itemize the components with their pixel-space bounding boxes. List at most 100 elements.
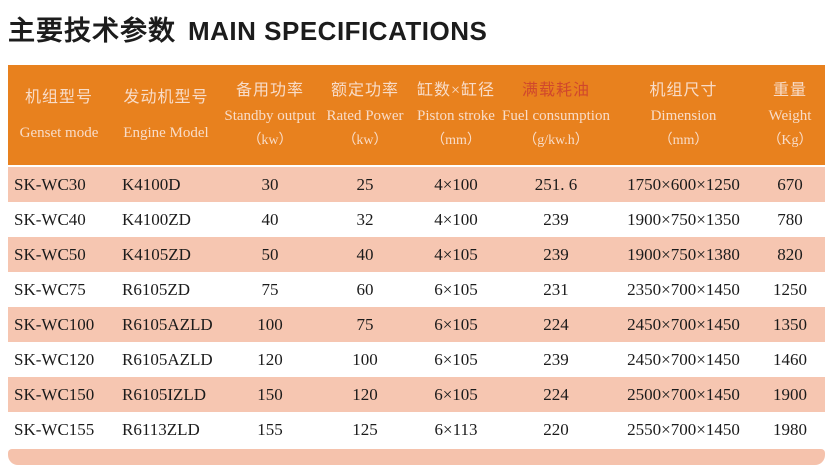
table-cell: R6105ZD: [122, 280, 190, 299]
table-cell: 120: [257, 350, 283, 369]
column-header-zh: 缸数×缸径: [416, 81, 496, 99]
column-header-en: Fuel consumption: [502, 107, 610, 124]
column-header-unit: （kw）: [342, 132, 388, 148]
column-header-unit: （mm）: [658, 132, 709, 148]
column-header-unit: （mm）: [431, 132, 481, 148]
table-cell: 60: [356, 280, 374, 299]
column-header-zh: 备用功率: [235, 81, 304, 99]
column-header-en: Genset mode: [19, 124, 99, 141]
table-cell: 220: [543, 420, 569, 439]
column-header-engine-model: 发动机型号 Engine Model: [110, 65, 222, 165]
column-header-piston-stroke: 缸数×缸径 Piston stroke （mm）: [412, 65, 500, 165]
table-cell: 1250: [773, 280, 807, 299]
table-cell: 6×105: [434, 280, 478, 299]
table-cell: K4100D: [122, 175, 181, 194]
table-cell: 780: [777, 210, 803, 229]
table-row: SK-WC30 K4100D 30 25 4×100 251. 6 1750×600×125…: [8, 167, 825, 202]
column-header-dimension: 机组尺寸 Dimension （mm）: [612, 65, 755, 165]
table-cell: 1350: [773, 315, 807, 334]
table-cell: 6×105: [434, 315, 478, 334]
table-cell: 32: [356, 210, 374, 229]
column-header-zh: 重量: [772, 81, 807, 99]
table-cell: R6113ZLD: [122, 420, 200, 439]
table-cell: 155: [257, 420, 283, 439]
column-header-en: Standby output: [224, 107, 316, 124]
table-cell: 40: [261, 210, 279, 229]
table-cell: R6105AZLD: [122, 315, 213, 334]
table-row: SK-WC155 R6113ZLD 155 125 6×113 220 2550×700×1…: [8, 412, 825, 447]
table-cell: 1900: [773, 385, 807, 404]
column-header-zh: 额定功率: [330, 81, 399, 99]
table-cell: 231: [543, 280, 569, 299]
column-header-weight: 重量 Weight （Kg）: [755, 65, 825, 165]
table-cell: 6×105: [434, 385, 478, 404]
table-cell: 224: [543, 385, 569, 404]
table-cell: 2450×700×1450: [627, 350, 740, 369]
table-cell: 125: [352, 420, 378, 439]
table-cell: 251. 6: [534, 175, 578, 194]
table-cell: 1460: [773, 350, 807, 369]
table-body: SK-WC30 K4100D 30 25 4×100 251. 6 1750×600×125…: [8, 167, 825, 447]
table-cell: K4105ZD: [122, 245, 191, 264]
table-cell: SK-WC40: [14, 210, 86, 229]
page-title: 主要技术参数 MAIN SPECIFICATIONS: [8, 9, 487, 48]
table-cell: 100: [352, 350, 378, 369]
page-title-english: MAIN SPECIFICATIONS: [188, 16, 488, 46]
table-cell: 150: [257, 385, 283, 404]
table-row: SK-WC150 R6105IZLD 150 120 6×105 224 2500×700×…: [8, 377, 825, 412]
table-footer-bar: [8, 449, 825, 465]
column-header-standby-output: 备用功率 Standby output （kw）: [222, 65, 318, 165]
table-header-row: 机组型号 Genset mode 发动机型号 Engine Model 备用功率…: [8, 65, 825, 165]
table-cell: 2550×700×1450: [627, 420, 740, 439]
column-header-en: Weight: [768, 107, 812, 124]
table-cell: R6105AZLD: [122, 350, 213, 369]
column-header-zh: 发动机型号: [123, 88, 209, 106]
column-header-en: Engine Model: [123, 124, 209, 141]
table-row: SK-WC120 R6105AZLD 120 100 6×105 239 2450×700×…: [8, 342, 825, 377]
column-header-zh: 机组尺寸: [649, 81, 718, 99]
table-cell: 2450×700×1450: [627, 315, 740, 334]
table-cell: K4100ZD: [122, 210, 191, 229]
table-cell: SK-WC120: [14, 350, 95, 369]
column-header-unit: （kw）: [247, 132, 293, 148]
table-cell: 239: [543, 245, 569, 264]
column-header-en: Dimension: [650, 107, 717, 124]
table-row: SK-WC100 R6105AZLD 100 75 6×105 224 2450×700×1…: [8, 307, 825, 342]
column-header-genset-model: 机组型号 Genset mode: [8, 65, 110, 165]
table-cell: 2500×700×1450: [627, 385, 740, 404]
table-cell: 40: [356, 245, 374, 264]
table-cell: SK-WC155: [14, 420, 95, 439]
column-header-unit: （g/kw.h）: [523, 132, 589, 148]
table-row: SK-WC75 R6105ZD 75 60 6×105 231 2350×700×1450 1…: [8, 272, 825, 307]
table-cell: 1900×750×1380: [627, 245, 740, 264]
table-cell: 820: [777, 245, 803, 264]
column-header-en: Piston stroke: [417, 107, 495, 124]
table-cell: 4×100: [434, 175, 478, 194]
table-cell: 6×105: [434, 350, 478, 369]
table-cell: 670: [777, 175, 803, 194]
page-title-chinese: 主要技术参数: [8, 16, 176, 46]
table-cell: 30: [261, 175, 279, 194]
table-cell: 1980: [773, 420, 807, 439]
table-row: SK-WC50 K4105ZD 50 40 4×105 239 1900×750×1380 8…: [8, 237, 825, 272]
table-cell: SK-WC100: [14, 315, 95, 334]
column-header-zh: 机组型号: [24, 88, 93, 106]
column-header-en: Rated Power: [326, 107, 404, 124]
column-header-rated-power: 额定功率 Rated Power （kw）: [318, 65, 412, 165]
table-cell: SK-WC150: [14, 385, 95, 404]
table-cell: 100: [257, 315, 283, 334]
table-cell: SK-WC75: [14, 280, 86, 299]
table-row: SK-WC40 K4100ZD 40 32 4×100 239 1900×750×1350 7…: [8, 202, 825, 237]
column-header-unit: （Kg）: [767, 132, 813, 148]
table-cell: 75: [356, 315, 374, 334]
table-cell: 50: [261, 245, 279, 264]
table-cell: 4×100: [434, 210, 478, 229]
table-cell: 25: [356, 175, 374, 194]
table-cell: 239: [543, 350, 569, 369]
specifications-table: 机组型号 Genset mode 发动机型号 Engine Model 备用功率…: [8, 65, 825, 465]
table-cell: 75: [261, 280, 279, 299]
table-cell: R6105IZLD: [122, 385, 207, 404]
table-cell: 224: [543, 315, 569, 334]
table-cell: SK-WC50: [14, 245, 86, 264]
table-cell: 4×105: [434, 245, 478, 264]
